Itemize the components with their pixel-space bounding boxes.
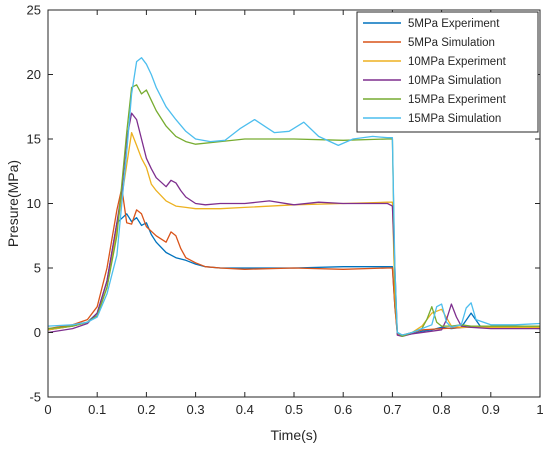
y-tick-label: 10: [27, 196, 41, 211]
x-tick-label: 0.1: [88, 402, 106, 417]
x-tick-label: 1: [536, 402, 543, 417]
x-tick-label: 0.8: [433, 402, 451, 417]
legend-label: 5MPa Simulation: [408, 37, 495, 49]
y-tick-label: 25: [27, 3, 41, 18]
legend-label: 5MPa Experiment: [408, 18, 500, 30]
legend-label: 10MPa Simulation: [408, 75, 501, 87]
legend-label: 15MPa Simulation: [408, 113, 501, 125]
y-tick-label: 20: [27, 67, 41, 82]
y-axis-title: Presure(MPa): [5, 160, 21, 247]
x-tick-label: 0.3: [187, 402, 205, 417]
y-tick-label: -5: [29, 390, 41, 405]
x-tick-label: 0.7: [383, 402, 401, 417]
x-tick-label: 0.4: [236, 402, 254, 417]
series-line-6: [47, 57, 541, 336]
y-tick-label: 15: [27, 132, 41, 147]
x-tick-label: 0.2: [137, 402, 155, 417]
legend-label: 15MPa Experiment: [408, 94, 507, 106]
legend: 5MPa Experiment 5MPa Simulation 10MPa Expe…: [356, 11, 539, 133]
x-tick-label: 0.5: [285, 402, 303, 417]
ticks-layer: 0 0.1 0.2 0.3 0.4 0.5 0.6 0.7 0.8 0.9 1-5051015202…: [27, 3, 544, 418]
x-axis-title: Time(s): [271, 427, 318, 443]
x-tick-label: 0.6: [334, 402, 352, 417]
series-layer: [47, 57, 541, 338]
y-tick-label: 0: [34, 325, 41, 340]
y-tick-label: 5: [34, 261, 41, 276]
legend-box: [356, 11, 539, 133]
x-tick-label: 0: [44, 402, 51, 417]
legend-label: 10MPa Experiment: [408, 56, 507, 68]
series-line-5: [47, 84, 540, 338]
x-tick-label: 0.9: [482, 402, 500, 417]
